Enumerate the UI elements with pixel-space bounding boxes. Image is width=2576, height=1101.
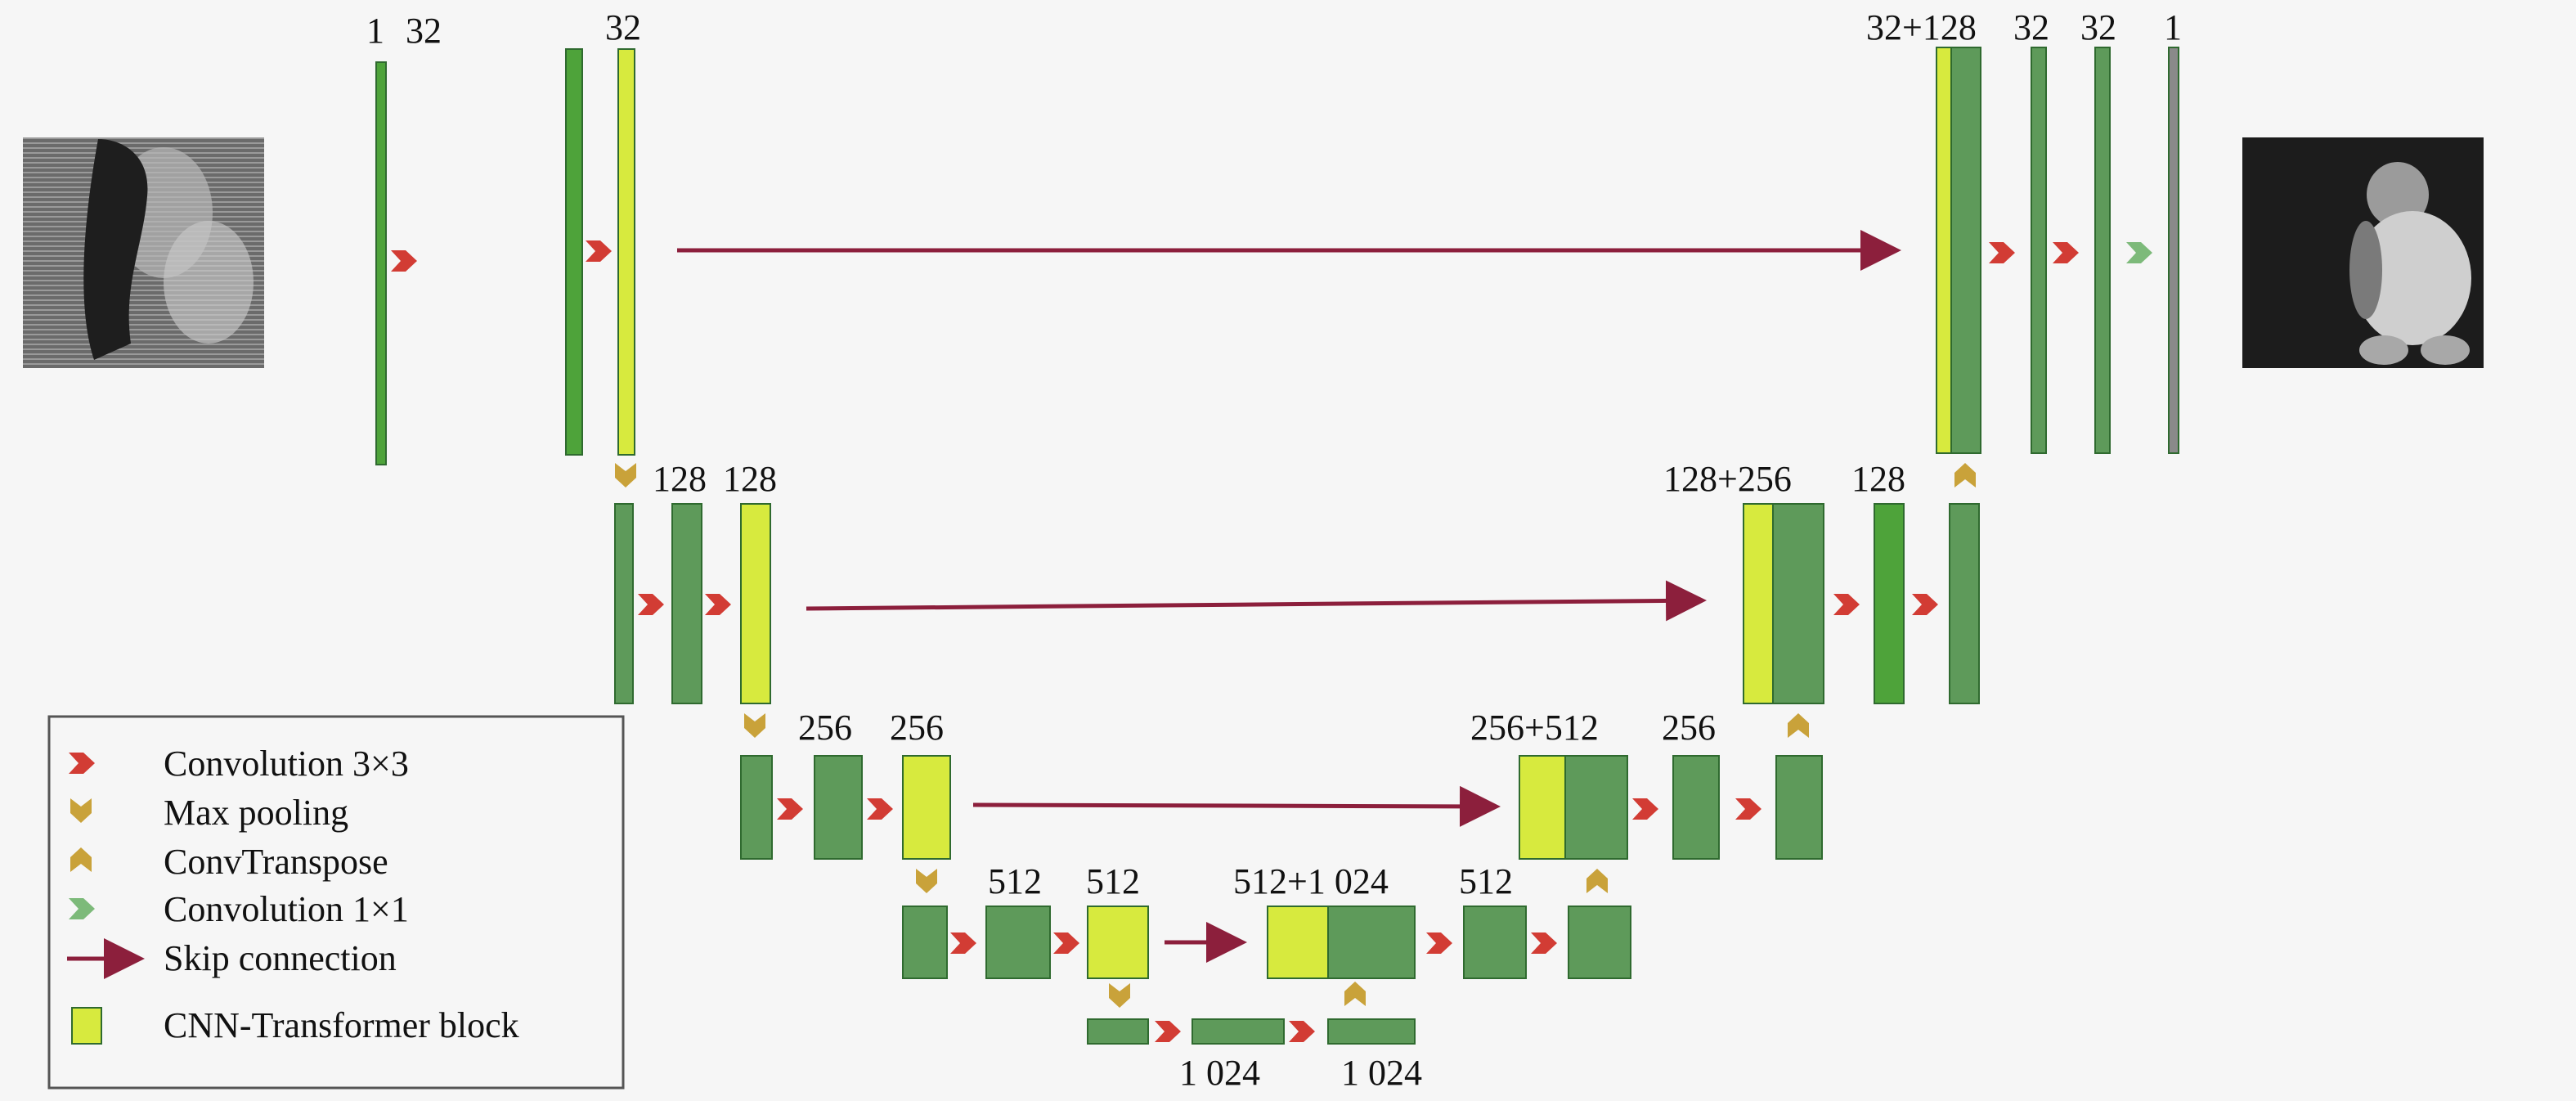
channel-label-bottom-1024a: 1 024 <box>1179 1053 1260 1093</box>
conv3x3-arrow-enc4a <box>950 932 976 954</box>
fm-output <box>2168 47 2179 454</box>
conv3x3-arrow-dec1a <box>1989 242 2015 263</box>
fm-dec3-skip <box>1519 755 1566 860</box>
fm-bottom-pool <box>1087 1018 1149 1045</box>
fm-dec4-up <box>1327 906 1416 979</box>
conv3x3-arrow-enc2a <box>638 594 664 615</box>
channel-label-dec3-concat: 256+512 <box>1470 708 1599 748</box>
fm-enc3-pool <box>740 755 773 860</box>
legend-label-cnn-transformer-block: CNN-Transformer block <box>164 1005 519 1045</box>
channel-label-dec1-32b: 32 <box>2080 7 2116 47</box>
fm-dec2-skip <box>1743 503 1774 704</box>
conv-transpose-icon <box>70 847 92 872</box>
conv3x3-arrow-enc3a <box>777 798 803 820</box>
conv3x3-arrow-enc4b <box>1053 932 1079 954</box>
convtranspose-arrow-dec1 <box>1954 463 1976 488</box>
cnn-transformer-block-icon <box>71 1007 102 1045</box>
fm-dec4-out <box>1568 906 1631 979</box>
convolution-1x1-icon <box>69 898 95 919</box>
convtranspose-arrow-dec4 <box>1344 982 1366 1006</box>
legend-label-skip-connection: Skip connection <box>164 938 397 978</box>
max-pooling-icon <box>70 798 92 823</box>
conv3x3-arrow-enc1 <box>586 240 612 262</box>
input-image <box>23 137 264 368</box>
fm-dec2-up <box>1772 503 1824 704</box>
output-image <box>2242 137 2484 368</box>
conv1x1-arrow-out <box>2126 242 2152 263</box>
legend-label-convolution-3x3: Convolution 3×3 <box>164 744 409 784</box>
conv3x3-arrow-bottom-b <box>1289 1021 1315 1042</box>
channel-label-enc4-512b: 512 <box>1086 861 1140 901</box>
fm-bottom-up <box>1327 1018 1416 1045</box>
fm-enc4-pool <box>902 906 948 979</box>
fm-dec2-conv <box>1874 503 1905 704</box>
channel-label-dec1-32a: 32 <box>2013 7 2049 47</box>
conv3x3-arrow-dec1b <box>2053 242 2079 263</box>
channel-label-enc3-256b: 256 <box>890 708 944 748</box>
conv3x3-arrow-dec2a <box>1833 594 1860 615</box>
fm-enc4-block <box>1087 906 1149 979</box>
convtranspose-arrow-dec2 <box>1788 713 1809 738</box>
maxpool-arrow-enc3 <box>744 713 765 738</box>
fm-enc3-block <box>902 755 951 860</box>
channel-label-enc1-32: 32 <box>605 7 641 47</box>
legend-label-max-pooling: Max pooling <box>164 793 348 833</box>
fm-enc4-conv <box>985 906 1051 979</box>
fm-dec3-conv <box>1672 755 1720 860</box>
fm-bottom-conv <box>1192 1018 1285 1045</box>
fm-dec1-conv1 <box>2031 47 2047 454</box>
conv3x3-arrow-dec3b <box>1735 798 1761 820</box>
conv3x3-arrow-dec4b <box>1531 932 1557 954</box>
fm-enc3-conv <box>814 755 863 860</box>
legend: Convolution 3×3 Max pooling ConvTranspos… <box>47 715 625 1090</box>
fm-enc1-block <box>617 48 635 456</box>
conv3x3-arrow-enc2b <box>705 594 731 615</box>
channel-label-bottom-1024b: 1 024 <box>1341 1053 1422 1093</box>
fm-dec2-out <box>1949 503 1980 704</box>
conv3x3-arrow-dec2b <box>1912 594 1938 615</box>
fm-dec3-up <box>1564 755 1628 860</box>
legend-box <box>47 715 625 1090</box>
fm-dec1-skip <box>1936 47 1952 454</box>
fm-dec1-conv2 <box>2094 47 2111 454</box>
convtranspose-arrow-dec3 <box>1586 869 1608 893</box>
conv3x3-arrow-dec4a <box>1426 932 1452 954</box>
channel-label-enc3-256a: 256 <box>798 708 852 748</box>
conv3x3-arrow-dec3a <box>1632 798 1658 820</box>
channel-label-in-1: 1 <box>366 11 384 51</box>
maxpool-arrow-enc4 <box>916 869 937 893</box>
fm-dec3-out <box>1775 755 1823 860</box>
channel-label-dec4-512: 512 <box>1459 861 1513 901</box>
fm-enc1-conv <box>565 48 583 456</box>
maxpool-arrow-bottom <box>1109 983 1130 1008</box>
channel-label-enc2-128a: 128 <box>653 459 707 499</box>
conv3x3-arrow-in <box>391 250 417 272</box>
channel-label-out-1: 1 <box>2164 7 2182 47</box>
channel-label-in-32: 32 <box>406 11 442 51</box>
conv3x3-arrow-bottom-a <box>1155 1021 1181 1042</box>
fm-enc2-block <box>740 503 771 704</box>
maxpool-arrow-enc2 <box>615 463 636 488</box>
channel-label-dec1-concat: 32+128 <box>1866 7 1977 47</box>
legend-label-convolution-1x1: Convolution 1×1 <box>164 889 409 929</box>
fm-enc2-pool <box>614 503 634 704</box>
fm-dec4-conv <box>1463 906 1527 979</box>
channel-label-dec2-128: 128 <box>1851 459 1905 499</box>
channel-label-enc4-512a: 512 <box>988 861 1042 901</box>
channel-label-dec3-256: 256 <box>1662 708 1716 748</box>
channel-label-enc2-128b: 128 <box>723 459 777 499</box>
skip-connection-level2 <box>806 580 1707 622</box>
skip-connection-level3 <box>972 785 1501 827</box>
channel-label-dec2-concat: 128+256 <box>1663 459 1792 499</box>
legend-label-conv-transpose: ConvTranspose <box>164 842 388 882</box>
conv3x3-arrow-enc3b <box>867 798 893 820</box>
channel-label-dec4-concat: 512+1 024 <box>1233 861 1389 901</box>
fm-enc2-conv <box>671 503 702 704</box>
fm-input <box>375 61 387 465</box>
fm-dec4-skip <box>1267 906 1329 979</box>
convolution-3x3-icon <box>69 753 95 774</box>
fm-dec1-up <box>1950 47 1981 454</box>
